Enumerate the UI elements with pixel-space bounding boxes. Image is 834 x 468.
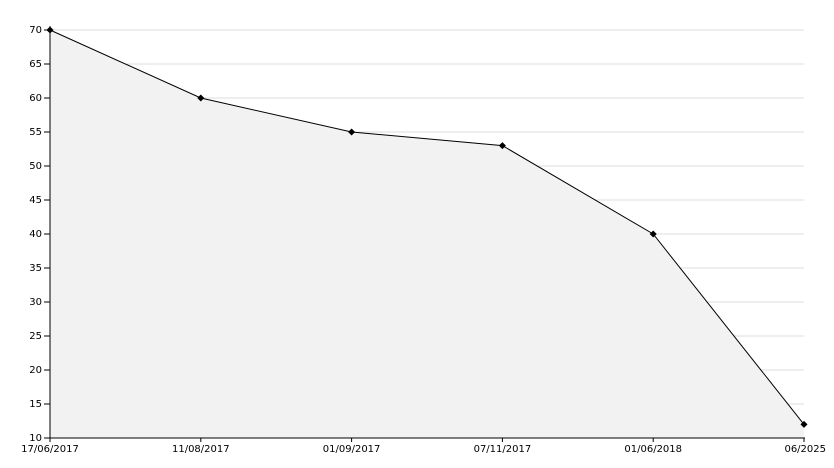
y-tick-label: 10 <box>29 433 42 444</box>
y-tick-label: 30 <box>29 297 42 308</box>
y-tick-label: 55 <box>29 127 42 138</box>
area <box>50 30 804 438</box>
point <box>649 230 657 238</box>
x-tick-label: 11/08/2017 <box>172 444 230 455</box>
y-tick-label: 15 <box>29 399 42 410</box>
point <box>800 420 808 428</box>
line <box>49 29 805 425</box>
y-tick-label: 50 <box>29 161 42 172</box>
x-tick-label: 17/06/2017 <box>21 444 79 455</box>
y-tick-label: 45 <box>29 195 42 206</box>
y-tick-label: 35 <box>29 263 42 274</box>
y-tick-label: 60 <box>29 93 42 104</box>
x-tick-label: 07/11/2017 <box>474 444 532 455</box>
y-tick-label: 70 <box>29 25 42 36</box>
point <box>498 142 506 150</box>
y-tick-label: 65 <box>29 59 42 70</box>
y-tick-label: 20 <box>29 365 42 376</box>
y-tick-label: 25 <box>29 331 42 342</box>
point <box>197 94 205 102</box>
y-tick-label: 40 <box>29 229 42 240</box>
x-tick-label: 01/06/2018 <box>624 444 682 455</box>
point <box>348 128 356 136</box>
x-tick-label: 06/2025 <box>784 444 826 455</box>
x-tick-label: 01/09/2017 <box>323 444 381 455</box>
